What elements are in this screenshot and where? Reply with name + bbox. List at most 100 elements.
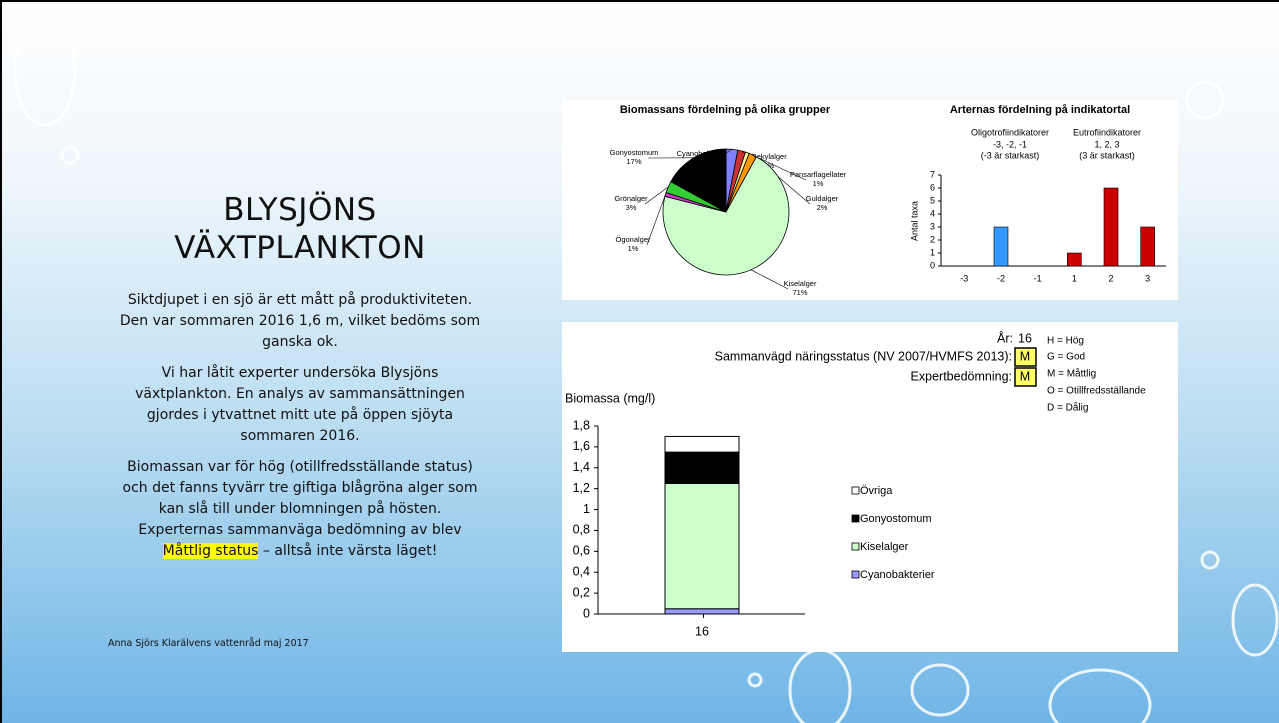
paragraph: Biomassan var för hög (otillfredsställan…	[115, 457, 485, 562]
slice-value: 1%	[628, 244, 639, 253]
y-axis-label: Antal taxa	[909, 201, 919, 241]
bubble	[910, 663, 970, 717]
slice-value: 3%	[626, 203, 637, 212]
y-tick-label: 0,6	[573, 544, 590, 558]
bar	[993, 226, 1009, 267]
bar-segment	[664, 482, 740, 610]
status-box	[1014, 347, 1037, 367]
bubble	[1200, 550, 1220, 570]
y-tick-label: 4	[930, 208, 935, 218]
slice-label: Gonyostomum	[610, 148, 659, 157]
slice-label: Grönalger	[614, 194, 648, 203]
legend-label: Cyanobakterier	[860, 569, 935, 581]
annotation: M	[1020, 349, 1030, 363]
slide-body: Siktdjupet i en sjö är ett mått på produ…	[115, 290, 485, 572]
y-tick-label: 1	[930, 247, 935, 257]
bubble	[788, 648, 852, 723]
annotation: D = Dålig	[1047, 402, 1088, 414]
slice-label: Pansarflagellater	[790, 170, 847, 179]
pie-slice	[670, 148, 727, 213]
legend-label: Gonyostomum	[860, 513, 932, 525]
leader-line	[644, 186, 669, 205]
annotation: Sammanvägd näringsstatus (NV 2007/HVMFS …	[715, 349, 1012, 363]
annotation: År:	[997, 330, 1013, 345]
chart-title: Arternas fördelning på indikatortal	[950, 104, 1130, 116]
y-axis-label: Biomassa (mg/l)	[565, 391, 655, 405]
bubble	[60, 145, 80, 165]
bar-segment	[664, 451, 740, 484]
bubbles	[13, 13, 1279, 723]
slice-label: Ögonalger	[615, 235, 651, 244]
legend-label: Kiselalger	[860, 541, 909, 553]
legend-label: Övriga	[860, 485, 893, 497]
y-tick-label: 3	[930, 221, 935, 231]
x-tick-label: -1	[1034, 273, 1042, 283]
legend-swatch	[851, 570, 860, 579]
bar	[1140, 226, 1155, 267]
highlight: Måttlig status	[162, 543, 259, 559]
annotation: G = God	[1047, 352, 1085, 363]
slice-value: 1%	[813, 179, 824, 188]
y-tick-label: 1	[583, 502, 590, 516]
y-tick-label: 0,2	[573, 585, 590, 599]
annotation: M	[1020, 369, 1030, 383]
annotation: O = Otillfredsställande	[1047, 386, 1146, 397]
footer: Anna Sjörs Klarälvens vattenråd maj 2017	[108, 638, 309, 649]
legend-swatch	[851, 542, 860, 551]
slide-title: VÄXTPLANKTON	[174, 230, 426, 266]
x-tick-label: -3	[960, 273, 968, 283]
annotation: Eutrofiindikatorer	[1073, 127, 1141, 137]
bar	[1067, 252, 1082, 267]
bubble	[1231, 583, 1279, 657]
annotation: (3 är starkast)	[1079, 150, 1135, 160]
slice-label: Kiselalger	[784, 279, 817, 288]
annotation: -3, -2, -1	[993, 139, 1027, 149]
bar	[1103, 187, 1119, 267]
y-tick-label: 1,6	[573, 439, 590, 453]
slice-value: 2%	[817, 203, 828, 212]
legend-swatch	[851, 514, 860, 523]
annotation: Expertbedömning:	[911, 369, 1012, 383]
y-tick-label: 0	[930, 260, 935, 270]
x-tick-label: 16	[695, 624, 709, 638]
annotation: 16	[1018, 331, 1032, 345]
slice-value: 17%	[626, 157, 641, 166]
y-tick-label: 0,4	[573, 565, 590, 579]
y-tick-label: 1,8	[573, 418, 590, 432]
bubble	[1185, 80, 1225, 120]
annotation: Oligotrofiindikatorer	[971, 127, 1049, 137]
x-tick-label: 1	[1072, 273, 1077, 283]
bubble	[747, 672, 763, 688]
status-box	[1014, 367, 1037, 387]
annotation: H = Hög	[1047, 336, 1084, 347]
paragraph: Vi har låtit experter undersöka Blysjöns…	[135, 365, 465, 444]
pie-slice	[662, 156, 790, 276]
annotation: M = Måttlig	[1047, 368, 1096, 380]
x-tick-label: 2	[1108, 273, 1113, 283]
bar-segment	[664, 435, 740, 453]
paragraph-text: Biomassan var för hög (otillfredsställan…	[122, 459, 478, 538]
y-tick-label: 7	[930, 169, 935, 179]
y-tick-label: 6	[930, 182, 935, 192]
y-tick-label: 1,2	[573, 481, 590, 495]
annotation: 1, 2, 3	[1094, 139, 1119, 149]
slice-label: Guldalger	[806, 194, 839, 203]
bubble	[13, 13, 77, 127]
slice-value: 71%	[792, 288, 807, 297]
paragraph: Siktdjupet i en sjö är ett mått på produ…	[119, 292, 481, 350]
legend-swatch	[851, 486, 860, 495]
annotation: (-3 är starkast)	[981, 150, 1040, 160]
y-tick-label: 0	[583, 606, 590, 620]
y-tick-label: 0,8	[573, 523, 590, 537]
y-tick-label: 2	[930, 234, 935, 244]
leader-line	[750, 269, 789, 290]
bubble	[1048, 668, 1152, 723]
x-tick-label: 3	[1145, 273, 1150, 283]
paragraph-text: – alltså inte värsta läget!	[262, 543, 438, 559]
charts: Biomassans fördelning på olika grupper Cy…	[565, 104, 1166, 638]
bar-segment	[664, 608, 740, 615]
chart-title: Biomassans fördelning på olika grupper	[620, 104, 831, 116]
slice-label: Rekylalger	[751, 152, 787, 161]
